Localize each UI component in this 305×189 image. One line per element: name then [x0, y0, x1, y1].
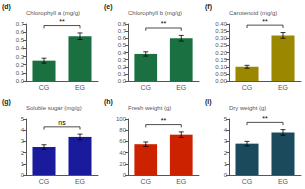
svg-text:(f): (f): [205, 3, 212, 11]
svg-text:5: 5: [224, 116, 228, 122]
svg-text:4: 4: [21, 127, 25, 133]
svg-text:3: 3: [224, 138, 228, 144]
svg-text:(h): (h): [104, 98, 113, 106]
svg-text:0.6: 0.6: [118, 35, 127, 41]
svg-text:CG: CG: [141, 178, 152, 185]
svg-text:0.7: 0.7: [16, 21, 25, 27]
svg-text:0.2: 0.2: [16, 62, 25, 68]
svg-text:Chlorophyll b (mg/g): Chlorophyll b (mg/g): [128, 10, 182, 16]
svg-text:EG: EG: [176, 84, 186, 91]
svg-text:3: 3: [21, 138, 25, 144]
svg-text:0.25: 0.25: [215, 42, 227, 48]
svg-text:0.40: 0.40: [215, 21, 227, 27]
svg-text:5: 5: [21, 116, 25, 122]
svg-text:0.1: 0.1: [16, 70, 25, 76]
svg-text:0: 0: [224, 172, 228, 178]
svg-text:80: 80: [119, 127, 126, 133]
svg-text:0.15: 0.15: [215, 57, 227, 63]
svg-text:**: **: [59, 18, 65, 25]
svg-text:60: 60: [119, 138, 126, 144]
svg-text:CG: CG: [39, 84, 50, 91]
svg-text:0.5: 0.5: [16, 37, 25, 43]
svg-text:100: 100: [116, 116, 127, 122]
svg-text:EG: EG: [278, 84, 288, 91]
svg-text:**: **: [262, 115, 268, 122]
svg-text:40: 40: [119, 150, 126, 156]
svg-text:0.3: 0.3: [118, 57, 127, 63]
svg-text:CG: CG: [39, 178, 50, 185]
svg-text:0.35: 0.35: [215, 28, 227, 34]
svg-text:0.10: 0.10: [215, 64, 227, 70]
svg-text:0.4: 0.4: [16, 45, 25, 51]
svg-text:EG: EG: [75, 178, 85, 185]
svg-text:0: 0: [21, 172, 25, 178]
svg-text:0.7: 0.7: [118, 28, 127, 34]
svg-text:1: 1: [224, 161, 228, 167]
svg-text:0.3: 0.3: [16, 54, 25, 60]
svg-text:Chlorophyll a (mg/g): Chlorophyll a (mg/g): [26, 10, 80, 16]
svg-text:0.30: 0.30: [215, 35, 227, 41]
svg-text:CG: CG: [242, 178, 253, 185]
svg-text:(d): (d): [2, 3, 11, 11]
svg-text:0.6: 0.6: [16, 29, 25, 35]
svg-text:ns: ns: [58, 119, 66, 126]
svg-text:0: 0: [123, 172, 127, 178]
svg-text:**: **: [262, 18, 268, 25]
svg-text:0.1: 0.1: [118, 71, 127, 77]
svg-text:Dry weight (g): Dry weight (g): [229, 105, 266, 111]
svg-text:**: **: [161, 117, 167, 124]
svg-text:EG: EG: [278, 178, 288, 185]
svg-text:2: 2: [21, 150, 25, 156]
svg-text:CG: CG: [141, 84, 152, 91]
svg-text:0.8: 0.8: [118, 21, 127, 27]
svg-text:Fresh weight (g): Fresh weight (g): [128, 105, 171, 111]
svg-text:2: 2: [224, 150, 228, 156]
svg-text:20: 20: [119, 161, 126, 167]
svg-text:4: 4: [224, 127, 228, 133]
svg-text:0.4: 0.4: [118, 50, 127, 56]
svg-text:(e): (e): [104, 3, 113, 11]
svg-text:EG: EG: [75, 84, 85, 91]
svg-text:0.2: 0.2: [118, 64, 127, 70]
svg-text:0.0: 0.0: [16, 78, 25, 84]
svg-text:(i): (i): [205, 98, 212, 106]
svg-text:CG: CG: [242, 84, 253, 91]
svg-text:(g): (g): [2, 98, 11, 106]
svg-text:Carotenoid (mg/g): Carotenoid (mg/g): [229, 10, 277, 16]
svg-text:0.5: 0.5: [118, 42, 127, 48]
svg-text:0.20: 0.20: [215, 50, 227, 56]
svg-text:EG: EG: [176, 178, 186, 185]
svg-text:0.00: 0.00: [215, 78, 227, 84]
svg-text:1: 1: [21, 161, 25, 167]
svg-text:0.05: 0.05: [215, 71, 227, 77]
svg-text:**: **: [161, 20, 167, 27]
svg-text:0.0: 0.0: [118, 78, 127, 84]
svg-text:Soluble sugar (mg/g): Soluble sugar (mg/g): [26, 105, 82, 111]
